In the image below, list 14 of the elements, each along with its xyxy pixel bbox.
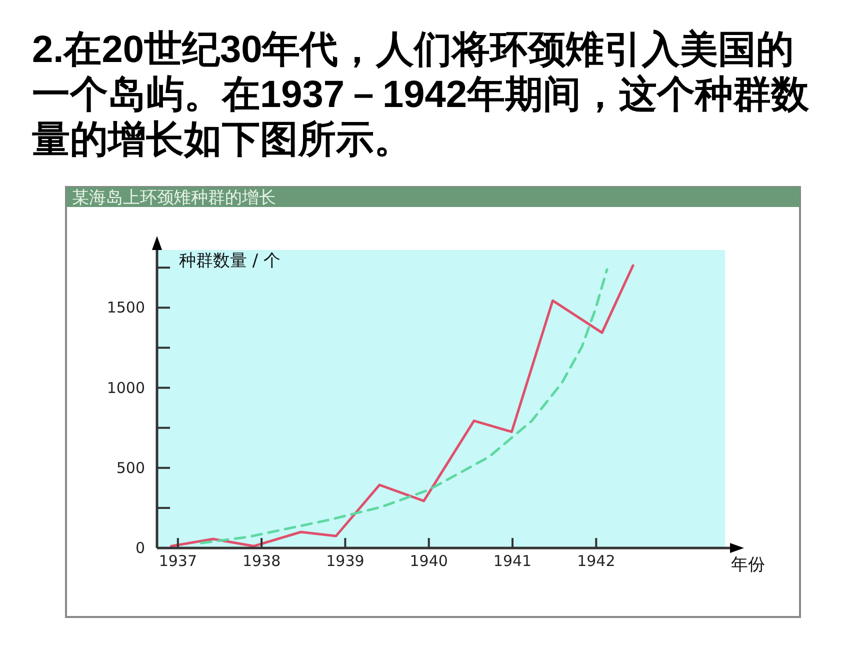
x-tick-label: 1937 <box>158 552 198 570</box>
x-tick-label: 1939 <box>326 552 364 570</box>
chart-title: 2.在20世纪30年代，人们将环颈雉引入美国的一个岛屿。在1937－1942年期间，这个种群数量的增长如下图所示。 <box>32 28 810 163</box>
x-tick-label: 1938 <box>242 552 281 570</box>
y-axis-title: 种群数量 / 个 <box>179 251 281 271</box>
x-tick-label: 1942 <box>577 552 616 570</box>
y-tick-label: 0 <box>135 539 145 557</box>
x-axis-title: 年份 <box>731 555 765 575</box>
x-tick-label: 1941 <box>493 552 532 570</box>
chart-subtitle: 某海岛上环颈雉种群的增长 <box>72 188 276 208</box>
x-tick-label: 1940 <box>410 552 448 570</box>
y-tick-label: 1000 <box>106 378 145 397</box>
y-tick-label: 500 <box>116 458 145 477</box>
y-tick-label: 1500 <box>106 298 145 317</box>
